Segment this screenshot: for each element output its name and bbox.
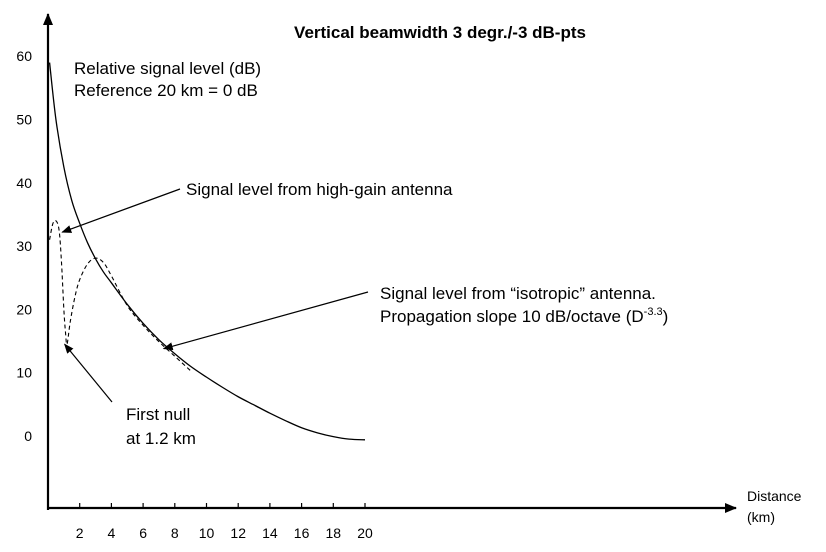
annotation-isotropic-arrow: [162, 291, 369, 351]
annotation-isotropic-line-2: Propagation slope 10 dB/octave (D-3.3): [380, 306, 668, 326]
annotation-isotropic-line-1: Signal level from “isotropic” antenna.: [380, 284, 656, 303]
annotation-isotropic-suffix: ): [663, 307, 669, 326]
y-tick-label: 40: [16, 175, 32, 191]
annotation-isotropic-superscript: -3.3: [644, 306, 663, 318]
y-ticks: 0 10 20 30 40 50 60: [16, 48, 32, 444]
x-tick-label: 6: [139, 525, 147, 541]
annotation-isotropic-text: Propagation slope 10 dB/octave (D: [380, 307, 644, 326]
x-axis-label: Distance: [747, 488, 802, 504]
annotation-high-gain-arrow: [61, 188, 181, 233]
x-tick-label: 20: [357, 525, 373, 541]
series-isotropic-line: [48, 62, 366, 441]
x-tick-label: 4: [108, 525, 116, 541]
annotation-first-null-line-2: at 1.2 km: [126, 429, 196, 448]
x-tick-label: 8: [171, 525, 179, 541]
x-tick-label: 14: [262, 525, 278, 541]
x-tick-label: 10: [199, 525, 215, 541]
y-axis-label-line-1: Relative signal level (dB): [74, 59, 261, 78]
y-tick-label: 10: [16, 365, 32, 381]
chart-title: Vertical beamwidth 3 degr./-3 dB-pts: [294, 23, 586, 42]
series-high-gain-line: [49, 219, 192, 372]
x-tick-label: 18: [326, 525, 342, 541]
x-ticks: 2 4 6 8 10 12 14 16 18 20: [76, 503, 373, 541]
annotation-high-gain: Signal level from high-gain antenna: [186, 180, 453, 199]
series-layer: [48, 62, 366, 441]
annotation-first-null-arrow: [64, 343, 113, 403]
x-tick-label: 2: [76, 525, 84, 541]
x-tick-label: 12: [230, 525, 246, 541]
y-tick-label: 30: [16, 238, 32, 254]
x-axis-unit: (km): [747, 509, 775, 525]
y-tick-label: 20: [16, 301, 32, 317]
annotation-first-null-line-1: First null: [126, 405, 190, 424]
y-tick-label: 50: [16, 112, 32, 128]
x-tick-label: 16: [294, 525, 310, 541]
y-tick-label: 0: [24, 428, 32, 444]
y-axis-label-line-2: Reference 20 km = 0 dB: [74, 81, 258, 100]
y-tick-label: 60: [16, 48, 32, 64]
